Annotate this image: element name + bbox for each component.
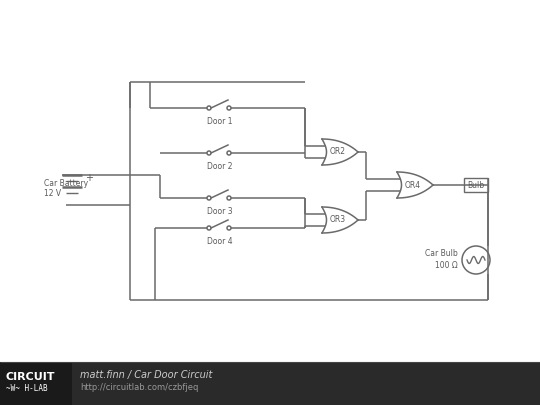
Text: 100 Ω: 100 Ω (435, 262, 458, 271)
Text: +: + (85, 173, 93, 183)
Text: OR4: OR4 (405, 181, 421, 190)
Text: matt.finn / Car Door Circuit: matt.finn / Car Door Circuit (80, 370, 212, 380)
Bar (0, 362, 540, 405)
Bar (0, 362, 72, 405)
Text: 12 V: 12 V (44, 190, 61, 198)
Text: http://circuitlab.com/czbfjeq: http://circuitlab.com/czbfjeq (80, 383, 198, 392)
Text: Door 1: Door 1 (207, 117, 233, 126)
Text: OR3: OR3 (330, 215, 346, 224)
Text: ~W~ H-LAB: ~W~ H-LAB (6, 384, 48, 393)
Text: CIRCUIT: CIRCUIT (6, 372, 56, 382)
Text: Car Bulb: Car Bulb (426, 249, 458, 258)
FancyBboxPatch shape (464, 178, 488, 192)
Text: Bulb: Bulb (468, 181, 484, 190)
Text: Door 4: Door 4 (207, 237, 233, 246)
Text: OR2: OR2 (330, 147, 346, 156)
Text: Car Battery: Car Battery (44, 179, 88, 188)
Text: Door 2: Door 2 (207, 162, 233, 171)
Text: Door 3: Door 3 (207, 207, 233, 216)
